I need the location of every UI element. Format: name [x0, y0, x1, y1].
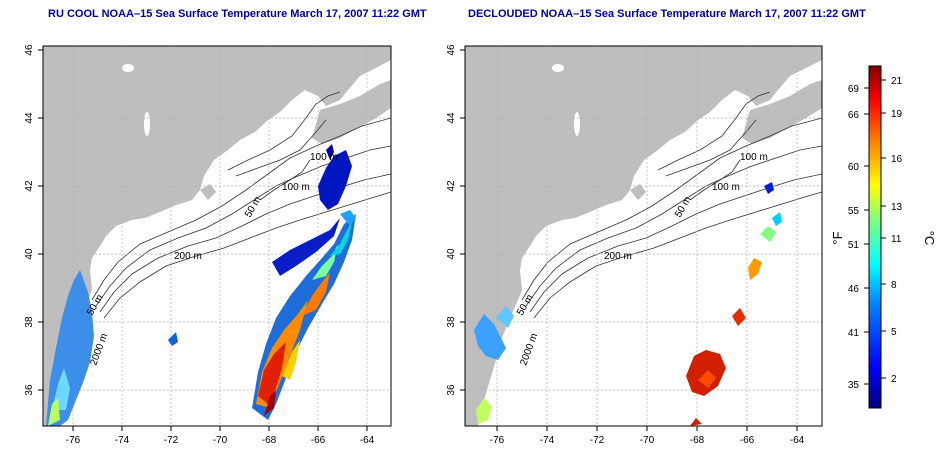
raw-sst-map: 100 m 100 m 50 m 200 m 50 m 2000 m: [42, 45, 392, 427]
x-tick-label: -66: [311, 435, 326, 446]
land-mass-cape-cod: [200, 184, 216, 200]
colorbar-f-tick: 46: [848, 284, 860, 295]
colorbar-f-tick: 55: [848, 206, 860, 217]
y-tick-label: 36: [446, 384, 457, 396]
right-map-title: DECLOUDED NOAA–15 Sea Surface Temperatur…: [468, 8, 866, 20]
colorbar-f-tick: 66: [848, 110, 860, 121]
y-tick-label: 40: [24, 248, 35, 260]
colorbar-c-tick: 2: [891, 374, 897, 385]
x-tick-label: -74: [540, 435, 555, 446]
map-frame: [42, 45, 392, 427]
colorbar-c-tick: 21: [891, 76, 903, 87]
contour-label-100m-north: 100 m: [310, 152, 338, 163]
left-map-title: RU COOL NOAA–15 Sea Surface Temperature …: [48, 8, 427, 20]
x-tick-label: -64: [790, 435, 805, 446]
y-tick-label: 38: [24, 316, 35, 328]
colorbar-f-tick: 60: [848, 162, 860, 173]
sst-data-patches: [46, 144, 356, 426]
y-tick-label: 46: [24, 44, 35, 56]
y-tick-label: 38: [446, 316, 457, 328]
y-tick-label: 42: [446, 180, 457, 192]
colorbar-f-tick: 69: [848, 84, 860, 95]
colorbar-f-tick: 41: [848, 328, 860, 339]
contour-label-100m-north: 100 m: [740, 152, 768, 163]
x-tick-label: -70: [213, 435, 228, 446]
x-tick-label: -66: [740, 435, 755, 446]
declouded-sst-map: 100 m 100 m 50 m 200 m 50 m 2000 m: [464, 45, 823, 427]
land-mass: [43, 46, 391, 426]
y-tick-label: 40: [446, 248, 457, 260]
contour-label-200m: 200 m: [174, 251, 202, 262]
land-mass-cape-cod: [630, 184, 646, 200]
contour-label-100m: 100 m: [282, 182, 310, 193]
colorbar-c-tick: 8: [891, 280, 897, 291]
x-tick-label: -74: [115, 435, 130, 446]
colorbar-f-tick: 51: [848, 240, 860, 251]
y-tick-label: 36: [24, 384, 35, 396]
x-tick-label: -72: [164, 435, 179, 446]
colorbar-f-tick: 35: [848, 380, 860, 391]
y-tick-label: 44: [24, 112, 35, 124]
colorbar-c-tick: 5: [891, 327, 897, 338]
x-tick-label: -70: [640, 435, 655, 446]
y-tick-label: 42: [24, 180, 35, 192]
colorbar-gradient: [868, 65, 882, 409]
x-tick-label: -68: [690, 435, 705, 446]
map-frame: [464, 45, 823, 427]
colorbar-c-tick: 11: [891, 234, 902, 245]
sst-data-patches: [474, 182, 782, 426]
x-tick-label: -72: [590, 435, 605, 446]
land-mass-nova-scotia: [312, 80, 391, 144]
y-tick-label: 44: [446, 112, 457, 124]
x-tick-label: -68: [262, 435, 277, 446]
fahrenheit-unit-label: °F: [830, 231, 845, 244]
x-tick-label: -76: [66, 435, 81, 446]
celsius-unit-label: °C: [922, 231, 937, 246]
y-tick-label: 46: [446, 44, 457, 56]
colorbar-c-tick: 13: [891, 202, 903, 213]
colorbar-c-tick: 16: [891, 154, 903, 165]
contour-label-200m: 200 m: [604, 251, 632, 262]
temperature-colorbar: 69 66 60 55 51 46 41 35 21 19 16 13 11 8…: [830, 65, 937, 409]
land-mass-nova-scotia: [742, 80, 822, 144]
colorbar-c-tick: 19: [891, 109, 903, 120]
x-tick-label: -64: [360, 435, 375, 446]
contour-label-100m: 100 m: [712, 182, 740, 193]
land-mass: [465, 46, 822, 426]
x-tick-label: -76: [490, 435, 505, 446]
